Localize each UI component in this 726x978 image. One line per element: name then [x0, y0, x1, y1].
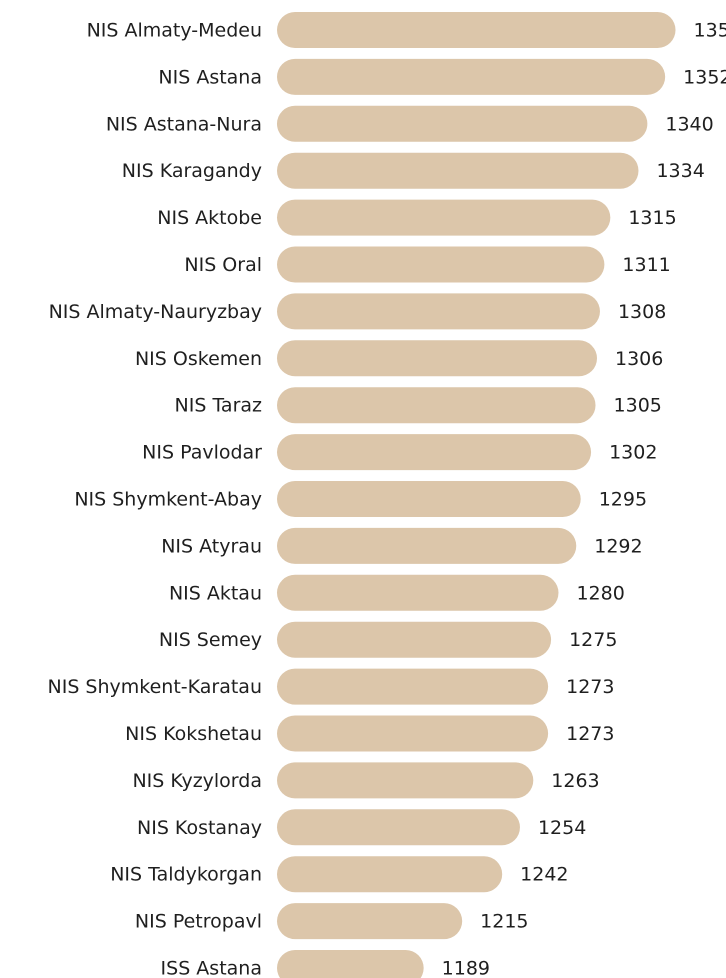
bar: [277, 199, 611, 236]
category-label: NIS Atyrau: [161, 535, 262, 557]
category-label: NIS Oskemen: [135, 348, 262, 370]
bar: [277, 621, 552, 658]
value-label: 1273: [566, 676, 614, 698]
bar: [277, 903, 463, 940]
bar: [277, 105, 648, 142]
bar: [277, 387, 596, 424]
bar: [277, 246, 605, 283]
category-label: ISS Astana: [161, 958, 262, 978]
category-label: NIS Almaty-Nauryzbay: [49, 301, 262, 323]
value-label: 1308: [618, 301, 666, 323]
category-label: NIS Oral: [184, 254, 262, 276]
value-label: 1340: [665, 113, 713, 135]
bar: [277, 950, 424, 978]
value-label: 1275: [569, 629, 617, 651]
value-label: 1305: [614, 395, 662, 417]
bar: [277, 340, 597, 377]
value-label: 1273: [566, 723, 614, 745]
value-label: 1295: [599, 489, 647, 511]
category-label: NIS Shymkent-Abay: [74, 489, 262, 511]
value-label: 1242: [520, 864, 568, 886]
value-label: 1315: [628, 207, 676, 229]
value-label: 1311: [622, 254, 670, 276]
value-label: 1306: [615, 348, 663, 370]
bar: [277, 668, 549, 705]
category-label: NIS Kokshetau: [125, 723, 262, 745]
value-label: 1280: [576, 582, 624, 604]
value-label: 1352: [683, 66, 726, 88]
bar: [277, 58, 666, 95]
category-label: NIS Taraz: [175, 395, 262, 417]
bar: [277, 434, 592, 471]
value-label: 1359: [694, 20, 726, 42]
value-label: 1302: [609, 442, 657, 464]
bar: [277, 527, 577, 564]
bar: [277, 481, 581, 517]
bar: [277, 12, 676, 48]
category-label: NIS Aktau: [169, 582, 262, 604]
value-label: 1254: [538, 817, 586, 839]
category-label: NIS Taldykorgan: [110, 864, 262, 886]
category-label: NIS Shymkent-Karatau: [48, 676, 263, 698]
value-label: 1189: [442, 958, 490, 978]
bar: [277, 293, 600, 330]
value-label: 1263: [551, 770, 599, 792]
category-label: NIS Aktobe: [157, 207, 262, 229]
category-label: NIS Karagandy: [122, 160, 262, 182]
category-label: NIS Kyzylorda: [132, 770, 262, 792]
bar: [277, 715, 549, 752]
value-label: 1292: [594, 535, 642, 557]
value-label: 1215: [480, 911, 528, 933]
bar: [277, 809, 520, 846]
value-label: 1334: [656, 160, 704, 182]
category-label: NIS Astana-Nura: [106, 113, 262, 135]
category-label: NIS Petropavl: [135, 911, 262, 933]
bar: [277, 762, 534, 799]
category-label: NIS Almaty-Medeu: [87, 20, 262, 42]
bar: [277, 574, 559, 611]
category-label: NIS Astana: [158, 66, 262, 88]
category-label: NIS Semey: [159, 629, 262, 651]
bar: [277, 856, 503, 893]
bar: [277, 152, 639, 189]
category-label: NIS Kostanay: [137, 817, 262, 839]
category-label: NIS Pavlodar: [142, 442, 262, 464]
